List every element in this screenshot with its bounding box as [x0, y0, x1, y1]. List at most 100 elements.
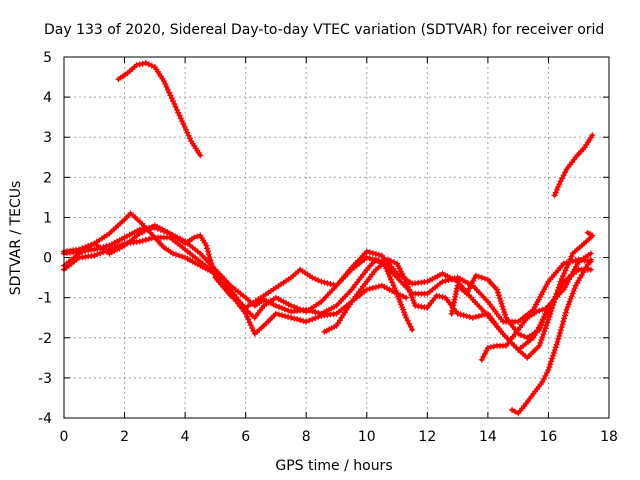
data-point: [123, 235, 127, 240]
data-point: [589, 258, 593, 262]
data-point: [365, 256, 369, 260]
data-point: [525, 316, 529, 320]
data-point: [304, 310, 308, 314]
data-point: [153, 65, 157, 69]
data-point: [559, 179, 563, 183]
data-point: [365, 280, 369, 284]
data-point: [126, 71, 130, 75]
data-point: [471, 316, 475, 320]
data-point: [562, 288, 566, 292]
data-point: [129, 211, 133, 215]
data-point: [510, 408, 514, 412]
data-point: [289, 304, 293, 308]
data-point: [123, 243, 127, 248]
data-point: [552, 193, 557, 197]
data-point: [577, 268, 581, 272]
data-point: [274, 296, 278, 300]
data-point: [262, 324, 266, 328]
data-point: [244, 306, 248, 310]
data-point: [138, 239, 142, 244]
data-point: [590, 233, 594, 238]
data-point: [334, 304, 339, 308]
series-trace-h: [115, 60, 204, 159]
data-point: [504, 344, 508, 348]
data-point: [274, 286, 278, 290]
series-markers: [551, 132, 596, 199]
data-point: [204, 243, 208, 248]
data-point: [495, 288, 499, 292]
data-point: [456, 276, 460, 280]
data-point: [198, 251, 202, 256]
data-point: [522, 404, 526, 408]
data-point: [486, 300, 490, 304]
data-point: [486, 278, 490, 282]
data-point: [586, 231, 590, 235]
data-point: [319, 280, 323, 284]
data-point: [213, 276, 217, 280]
data-point: [516, 348, 520, 352]
data-point: [380, 254, 384, 258]
x-tick-label: 18: [600, 429, 618, 445]
data-point: [537, 328, 542, 332]
series-markers: [115, 60, 204, 159]
data-point: [183, 241, 187, 246]
data-point: [565, 308, 569, 312]
data-point: [540, 380, 545, 384]
data-point: [350, 288, 354, 292]
data-point: [123, 217, 127, 221]
data-point: [289, 276, 293, 280]
data-point: [98, 245, 102, 250]
data-point: [546, 280, 551, 284]
x-tick-label: 16: [540, 429, 558, 445]
data-point: [298, 268, 302, 272]
data-point: [555, 340, 560, 344]
data-point: [374, 268, 378, 272]
data-point: [456, 312, 460, 316]
data-point: [525, 356, 529, 360]
data-point: [183, 256, 187, 260]
data-point: [198, 264, 202, 268]
data-point: [495, 344, 499, 348]
data-point: [534, 310, 538, 314]
data-point: [253, 332, 257, 336]
y-tick-label: -1: [38, 291, 52, 307]
x-tick-label: 10: [358, 429, 376, 445]
data-point: [192, 235, 196, 240]
data-point: [456, 284, 460, 288]
data-point: [77, 251, 81, 256]
data-point: [413, 304, 417, 308]
data-point: [253, 304, 257, 308]
data-point: [559, 280, 563, 284]
data-point: [153, 235, 157, 240]
chart-title: Day 133 of 2020, Sidereal Day-to-day VTE…: [44, 22, 604, 38]
y-tick-label: 4: [43, 90, 52, 106]
data-point: [577, 260, 581, 264]
data-point: [168, 231, 172, 236]
data-point: [322, 330, 326, 334]
data-point: [546, 368, 551, 372]
data-point: [583, 145, 587, 149]
series-trace-i: [551, 132, 596, 199]
data-point: [259, 296, 263, 300]
y-tick-label: -3: [38, 371, 52, 387]
data-point: [404, 280, 408, 284]
data-point: [565, 167, 569, 171]
data-point: [425, 292, 429, 296]
x-tick-label: 14: [479, 429, 497, 445]
data-point: [395, 272, 399, 276]
data-point: [404, 296, 408, 300]
data-point: [198, 153, 202, 157]
y-tick-label: 1: [43, 210, 52, 226]
data-point: [386, 258, 390, 262]
series-trace-k: [584, 229, 596, 239]
data-point: [440, 280, 445, 284]
data-point: [516, 328, 520, 332]
data-point: [365, 249, 369, 254]
y-axis-label: SDTVAR / TECUs: [8, 181, 24, 296]
series-markers: [61, 210, 410, 337]
x-tick-label: 4: [181, 429, 190, 445]
data-point: [480, 358, 484, 362]
series-trace-a: [61, 224, 416, 333]
y-tick-label: -2: [38, 331, 52, 347]
data-point: [92, 241, 96, 246]
